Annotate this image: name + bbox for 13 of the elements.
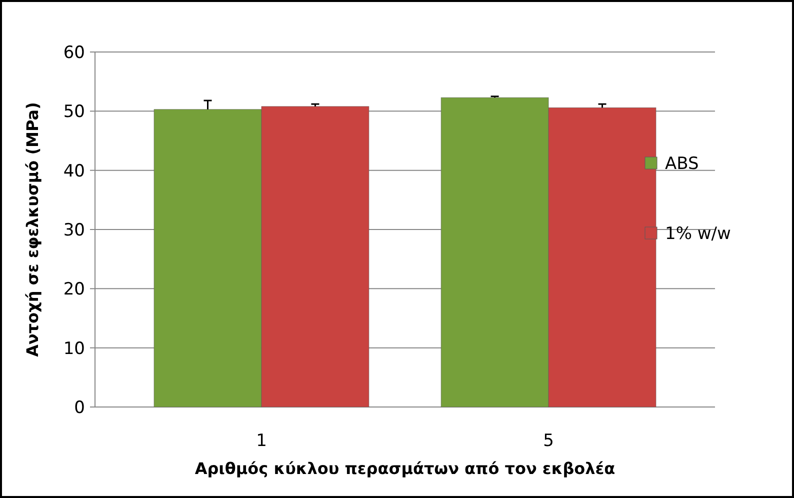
x-axis-title: Αριθμός κύκλου περασμάτων από τον εκβολέα: [194, 459, 616, 478]
y-tick-label: 50: [63, 102, 85, 122]
legend-label: ABS: [665, 154, 699, 174]
y-tick-label: 30: [63, 220, 85, 240]
y-tick-label: 10: [63, 338, 85, 359]
y-tick-label: 60: [63, 42, 85, 63]
y-tick-label: 40: [63, 161, 85, 182]
y-tick-label: 20: [63, 280, 85, 300]
x-tick-label: 5: [543, 431, 554, 451]
legend-label: 1% w/w: [665, 224, 732, 244]
y-tick-label: 0: [74, 398, 85, 418]
x-tick-label: 1: [256, 431, 267, 451]
y-axis-title: Αντοχή σε εφελκυσμό (MPa): [23, 102, 42, 357]
